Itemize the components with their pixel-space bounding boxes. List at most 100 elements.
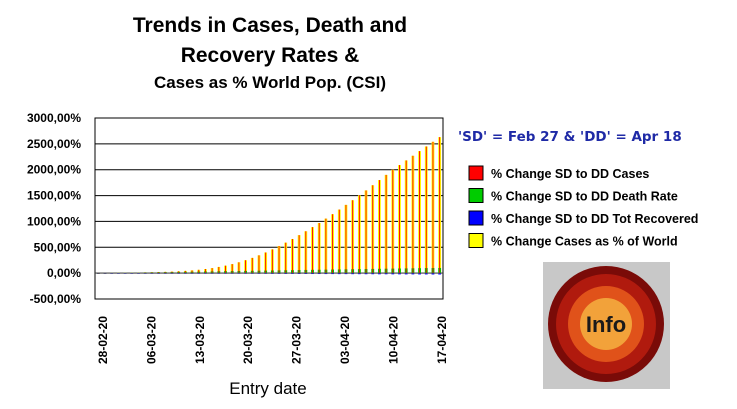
x-tick-label: 06-03-20 (144, 316, 158, 364)
bar--change-sd-to-dd-cases-43 (385, 174, 387, 274)
logo-center (580, 298, 632, 350)
x-tick-label: 03-04-20 (338, 316, 352, 364)
x-tick-label: 13-03-20 (193, 316, 207, 364)
bar--change-sd-to-dd-tot-recovered-32 (311, 273, 314, 275)
bar--change-sd-to-dd-cases-34 (325, 218, 327, 274)
bars-group (95, 137, 443, 275)
bar--change-sd-to-dd-cases-13 (184, 270, 186, 274)
x-tick-label: 28-02-20 (96, 316, 110, 364)
bar--change-sd-to-dd-cases-15 (198, 269, 200, 274)
plot-area (94, 117, 444, 300)
bar--change-sd-to-dd-tot-recovered-47 (411, 273, 415, 275)
bar--change-sd-to-dd-tot-recovered-49 (424, 273, 428, 275)
bar--change-sd-to-dd-tot-recovered-35 (331, 273, 334, 275)
bar--change-sd-to-dd-cases-37 (345, 204, 347, 274)
legend-swatch (468, 165, 484, 181)
bar--change-sd-to-dd-cases-28 (285, 242, 287, 274)
bar--change-sd-to-dd-cases-19 (225, 265, 226, 274)
y-tick-label: 2500,00% (27, 137, 81, 151)
bar--change-sd-to-dd-cases-49 (425, 146, 427, 274)
bar--change-sd-to-dd-cases-9 (158, 272, 160, 274)
bar--change-sd-to-dd-cases-40 (365, 190, 367, 274)
bar--change-sd-to-dd-cases-24 (258, 255, 260, 274)
bar--change-sd-to-dd-cases-25 (265, 252, 267, 274)
bar--change-sd-to-dd-cases-14 (191, 270, 193, 274)
y-tick-label: 0,00% (47, 266, 81, 280)
bar--change-sd-to-dd-tot-recovered-30 (297, 273, 301, 274)
bar--change-sd-to-dd-cases-32 (312, 227, 313, 274)
bar--change-sd-to-dd-cases-47 (412, 155, 414, 274)
x-tick-label: 10-04-20 (386, 316, 400, 364)
bar--change-sd-to-dd-cases-17 (211, 268, 213, 274)
x-tick-label: 27-03-20 (290, 316, 304, 364)
bar--change-sd-to-dd-tot-recovered-50 (431, 273, 435, 275)
bar--change-sd-to-dd-cases-42 (378, 180, 380, 274)
bar--change-sd-to-dd-cases-30 (298, 235, 300, 274)
bar--change-sd-to-dd-cases-26 (271, 249, 273, 274)
bar--change-sd-to-dd-tot-recovered-44 (391, 273, 395, 275)
bar--change-sd-to-dd-cases-46 (405, 160, 407, 274)
bar--change-sd-to-dd-tot-recovered-51 (438, 273, 442, 275)
legend-label: % Change SD to DD Tot Recovered (491, 212, 698, 226)
y-tick-label: 3000,00% (27, 111, 81, 125)
y-tick-label: 2000,00% (27, 163, 81, 177)
y-tick-label: 1500,00% (27, 189, 81, 203)
bar--change-sd-to-dd-tot-recovered-36 (337, 273, 341, 275)
bar--change-sd-to-dd-cases-18 (218, 266, 220, 274)
bar--change-sd-to-dd-cases-48 (419, 151, 421, 274)
y-tick-labels: 3000,00% 2500,00% 2000,00% 1500,00% 1000,00%… (27, 111, 81, 306)
bar--change-sd-to-dd-tot-recovered-45 (398, 273, 401, 275)
bar--change-sd-to-dd-tot-recovered-34 (324, 273, 328, 275)
chart-title-line-2: Recovery Rates & (181, 44, 360, 67)
legend: % Change SD to DD Cases % Change SD to DD… (468, 165, 698, 249)
bar--change-sd-to-dd-tot-recovered-40 (364, 273, 368, 275)
bar--change-sd-to-dd-cases-39 (358, 195, 360, 274)
bar--change-sd-to-dd-cases-31 (305, 231, 307, 274)
bar--change-sd-to-dd-cases-22 (245, 260, 247, 274)
bar--change-sd-to-dd-cases-10 (164, 271, 166, 274)
legend-label: % Change Cases as % of World (491, 235, 678, 249)
bar--change-sd-to-dd-cases-8 (151, 272, 153, 274)
y-tick-label: 500,00% (34, 240, 82, 254)
bar--change-sd-to-dd-tot-recovered-42 (378, 273, 381, 275)
bar--change-sd-to-dd-cases-45 (399, 165, 400, 274)
bar--change-sd-to-dd-cases-44 (392, 169, 394, 274)
y-tick-label: 1000,00% (27, 214, 81, 228)
logo-text: Info (586, 312, 626, 337)
bar--change-sd-to-dd-cases-41 (372, 185, 374, 274)
x-tick-labels: 28-02-20 06-03-20 13-03-20 20-03-20 27-03-20… (96, 316, 449, 364)
bar--change-sd-to-dd-cases-12 (178, 271, 180, 274)
info-logo[interactable]: Info (543, 262, 670, 389)
bar--change-sd-to-dd-cases-11 (171, 271, 173, 274)
bar--change-sd-to-dd-tot-recovered-37 (344, 273, 348, 275)
bar--change-sd-to-dd-cases-20 (231, 264, 233, 274)
bar--change-sd-to-dd-tot-recovered-39 (357, 273, 361, 275)
bar--change-sd-to-dd-cases-23 (251, 257, 253, 274)
chart-title-line-3: Cases as % World Pop. (CSI) (154, 73, 386, 92)
date-range-note: 'SD' = Feb 27 & 'DD' = Apr 18 (458, 129, 682, 145)
bar--change-sd-to-dd-tot-recovered-46 (404, 273, 408, 275)
bar--change-sd-to-dd-cases-38 (352, 200, 354, 274)
bar--change-sd-to-dd-tot-recovered-41 (371, 273, 375, 275)
legend-swatch (468, 233, 484, 248)
x-tick-label: 20-03-20 (241, 316, 255, 364)
bar--change-sd-to-dd-cases-33 (318, 222, 320, 274)
y-tick-label: -500,00% (30, 292, 82, 306)
legend-label: % Change SD to DD Cases (491, 167, 649, 181)
bar--change-sd-to-dd-tot-recovered-48 (418, 273, 421, 275)
bar--change-sd-to-dd-cases-50 (432, 141, 434, 274)
bar--change-sd-to-dd-cases-29 (291, 239, 293, 274)
bar--change-sd-to-dd-tot-recovered-31 (304, 273, 308, 274)
bar--change-sd-to-dd-cases-51 (439, 137, 441, 274)
bar--change-sd-to-dd-tot-recovered-38 (351, 273, 355, 275)
x-axis-label: Entry date (229, 379, 307, 398)
bar--change-sd-to-dd-tot-recovered-43 (384, 273, 388, 275)
bar--change-sd-to-dd-cases-21 (238, 262, 240, 274)
bar--change-sd-to-dd-cases-35 (332, 214, 334, 274)
chart-title-line-1: Trends in Cases, Death and (133, 14, 407, 37)
bar--change-sd-to-dd-cases-27 (278, 245, 280, 274)
legend-swatch (468, 210, 484, 226)
bar--change-sd-to-dd-cases-16 (204, 269, 206, 274)
x-tick-label: 17-04-20 (435, 316, 449, 364)
